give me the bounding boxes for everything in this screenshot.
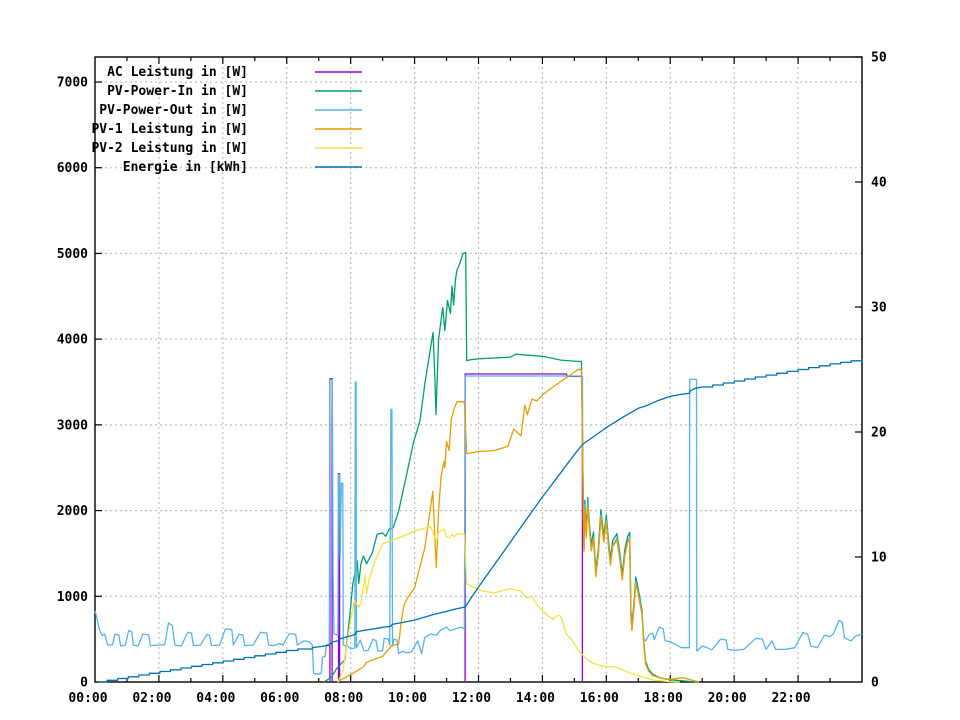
- y-left-tick-label: 4000: [57, 333, 88, 348]
- legend-label-ac: AC Leistung in [W]: [107, 65, 248, 80]
- y-right-tick-label: 40: [871, 176, 887, 191]
- x-tick-label: 14:00: [516, 691, 555, 706]
- x-tick-label: 02:00: [132, 691, 171, 706]
- x-tick-label: 04:00: [196, 691, 235, 706]
- legend-label-pv_out: PV-Power-Out in [W]: [99, 103, 248, 118]
- series-line-pv2: [337, 526, 680, 683]
- y-left-tick-label: 2000: [57, 504, 88, 519]
- x-tick-label: 00:00: [68, 691, 107, 706]
- legend-label-energie: Energie in [kWh]: [123, 160, 248, 175]
- series-line-pv_out: [94, 375, 863, 675]
- x-tick-label: 08:00: [324, 691, 363, 706]
- y-left-tick-label: 1000: [57, 590, 88, 605]
- x-tick-label: 22:00: [772, 691, 811, 706]
- series-line-energie: [98, 359, 863, 683]
- y-right-tick-label: 20: [871, 426, 887, 441]
- y-left-tick-label: 0: [80, 676, 88, 691]
- y-right-tick-label: 30: [871, 301, 887, 316]
- x-tick-label: 12:00: [452, 691, 491, 706]
- x-tick-label: 20:00: [708, 691, 747, 706]
- x-tick-label: 10:00: [388, 691, 427, 706]
- y-left-tick-label: 3000: [57, 418, 88, 433]
- x-tick-label: 16:00: [580, 691, 619, 706]
- y-left-tick-label: 5000: [57, 247, 88, 262]
- legend-label-pv_in: PV-Power-In in [W]: [107, 84, 248, 99]
- y-left-tick-label: 6000: [57, 161, 88, 176]
- series-line-pv1: [336, 368, 700, 683]
- y-right-tick-label: 50: [871, 51, 887, 66]
- y-right-tick-label: 0: [871, 676, 879, 691]
- x-tick-label: 18:00: [644, 691, 683, 706]
- legend-label-pv2: PV-2 Leistung in [W]: [91, 141, 248, 156]
- y-left-tick-label: 7000: [57, 76, 88, 91]
- x-tick-label: 06:00: [260, 691, 299, 706]
- legend-label-pv1: PV-1 Leistung in [W]: [91, 122, 248, 137]
- y-right-tick-label: 10: [871, 551, 887, 566]
